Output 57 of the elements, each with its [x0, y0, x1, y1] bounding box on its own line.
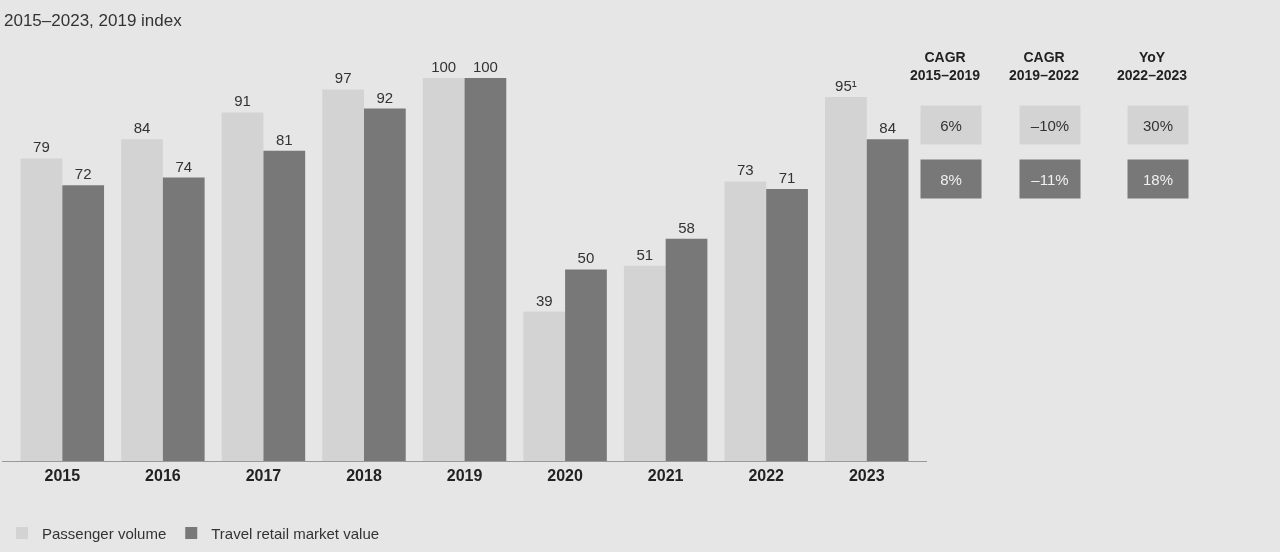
data-label: 97 [334, 69, 352, 87]
bar [221, 112, 264, 461]
data-label: 79 [33, 138, 50, 156]
x-tick-label: 2021 [647, 467, 684, 485]
text: –11% [1031, 170, 1069, 188]
x-tick-label: 2016 [145, 467, 181, 485]
data-label: 95¹ [835, 77, 857, 95]
bar [20, 158, 63, 461]
bar [665, 238, 708, 461]
bar [162, 177, 205, 461]
data-label: 100 [431, 57, 457, 75]
bar [464, 77, 507, 461]
x-tick-label: 2015 [44, 467, 81, 485]
text: YoY 2022–2023 [1117, 49, 1188, 84]
data-label: 58 [678, 218, 695, 236]
bar [523, 311, 566, 461]
x-tick-label: 2017 [245, 467, 282, 485]
x-tick-label: 2018 [346, 467, 382, 485]
text: CAGR 2019–2022 [1009, 49, 1080, 84]
bar [62, 185, 105, 461]
x-tick-label: 2020 [547, 467, 583, 485]
bar [724, 181, 767, 461]
data-label: 81 [275, 130, 293, 148]
bar [422, 77, 465, 461]
text: 18% [1142, 170, 1174, 188]
x-tick-label: 2022 [748, 467, 785, 485]
data-label: 51 [636, 245, 654, 263]
bar [565, 269, 607, 461]
data-label: 39 [535, 291, 553, 309]
bar [866, 139, 909, 461]
bar [263, 150, 306, 461]
chart-subtitle: 2015–2023, 2019 index [4, 11, 183, 30]
bar [364, 108, 406, 461]
bar [623, 265, 666, 461]
data-label: 84 [133, 119, 151, 137]
bar [766, 189, 808, 461]
data-label: 74 [175, 157, 193, 175]
data-label: 73 [737, 161, 754, 179]
bar [322, 89, 364, 461]
data-label: 91 [234, 92, 251, 110]
data-label: 84 [879, 119, 896, 137]
annotation: CAGR 2015–2019 [910, 49, 981, 84]
legend-label: Passenger volume [42, 524, 167, 542]
bar [825, 97, 867, 461]
x-tick-label: 2019 [446, 467, 483, 485]
legend-label: Travel retail market value [211, 524, 380, 542]
data-label: 92 [376, 88, 394, 106]
data-label: 71 [778, 169, 796, 187]
text: –10% [1030, 116, 1070, 134]
data-label: 100 [472, 57, 498, 75]
bar [121, 139, 163, 461]
text: 8% [940, 170, 962, 188]
text: 30% [1142, 116, 1174, 134]
data-label: 50 [577, 249, 595, 267]
text: 6% [940, 116, 962, 134]
x-tick-label: 2023 [848, 467, 885, 485]
data-label: 72 [74, 165, 92, 183]
